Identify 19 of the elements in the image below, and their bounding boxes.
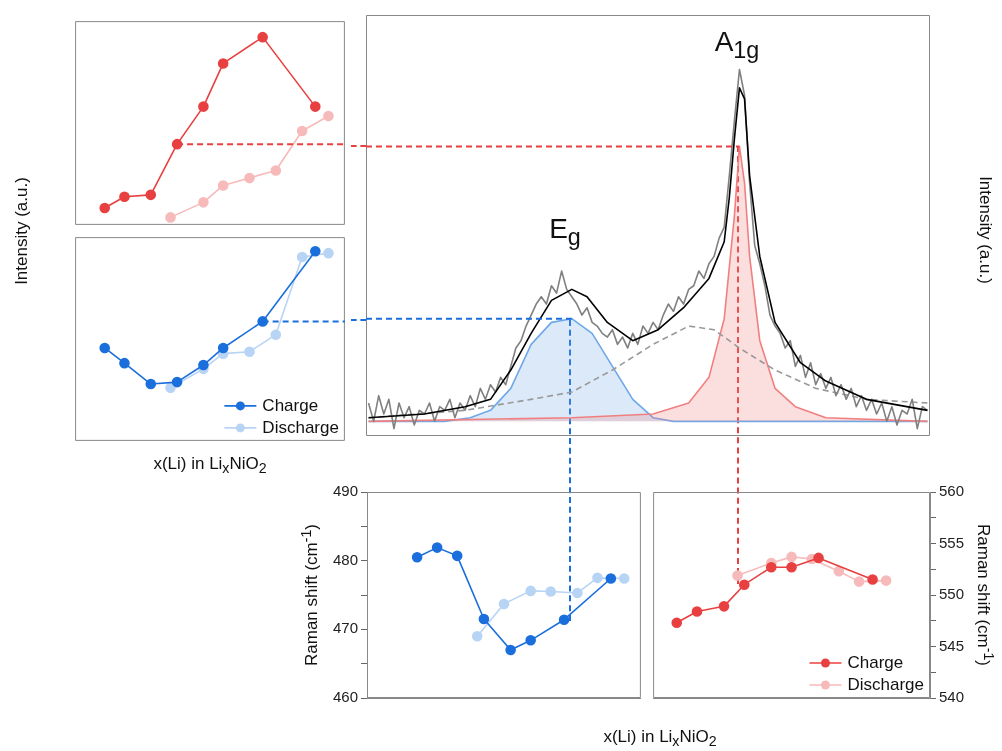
legend-label: Charge [262,395,319,415]
y-tick-label: 490 [332,482,358,500]
y-tick-label: 480 [332,550,358,568]
legend-label: Discharge [262,417,339,437]
y-axis-title: Intensity (a.u.) [975,176,995,284]
legend-label: Charge [847,652,904,672]
y-tick-label: 555 [939,533,965,551]
y-tick-label: 545 [939,636,965,654]
y-tick-label: 540 [939,688,965,706]
annotation: E$_{g}$ [549,213,581,251]
y-tick-label: 470 [332,619,358,637]
legend-label: Discharge [847,674,925,694]
x-axis-title: x(Li) in Li$_{x}$NiO$_{2}$ [153,453,267,477]
y-tick-label: 550 [939,585,965,603]
text: A$_{1g}$ [714,26,760,64]
x-axis-title: x(Li) in Li$_{x}$NiO$_{2}$ [603,726,717,750]
y-tick-label: 560 [939,482,965,500]
y-axis-title: Intensity (a.u.) [12,177,32,285]
y-tick-label: 460 [332,688,358,706]
